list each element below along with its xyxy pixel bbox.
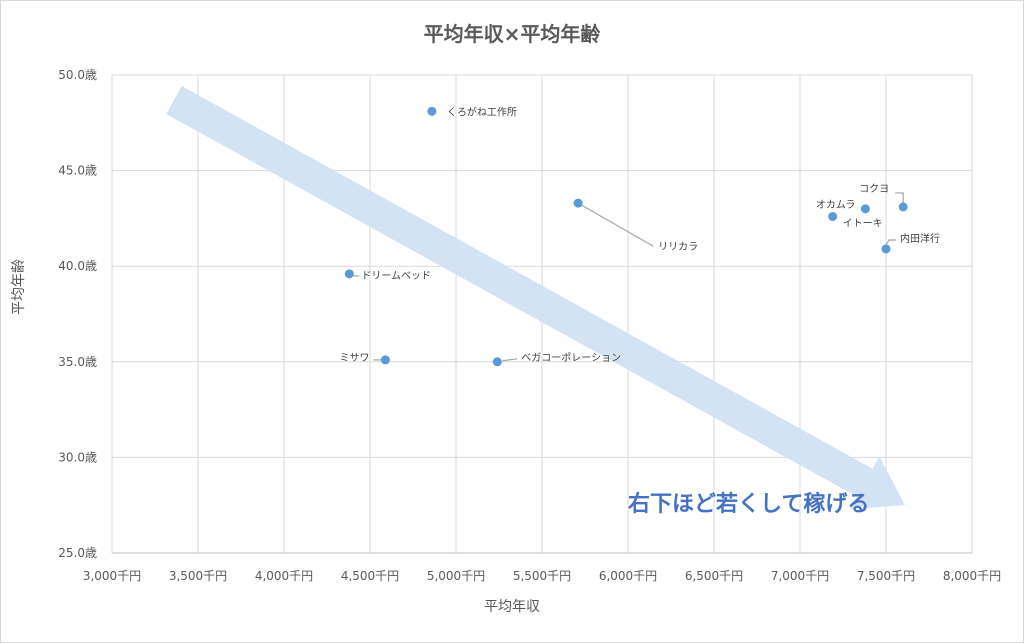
x-axis-label: 平均年収 (484, 599, 540, 615)
x-tick-label: 3,000千円 (83, 569, 141, 583)
data-point (860, 204, 870, 214)
label-leader-line (895, 192, 904, 203)
data-point (573, 198, 583, 208)
data-point-label: ドリームベッド (361, 270, 431, 282)
data-point-label: くろがね工作所 (447, 105, 517, 118)
data-point (828, 211, 838, 221)
label-leader-line (885, 239, 896, 246)
data-point-label: オカムラ (816, 199, 856, 211)
x-tick-label: 5,000千円 (427, 569, 485, 583)
x-tick-label: 5,500千円 (513, 569, 571, 583)
y-tick-label: 40.0歳 (58, 259, 97, 273)
data-point-label: ベガコーポレーション (521, 352, 621, 364)
annotation-arrow (166, 86, 905, 509)
x-tick-label: 4,000千円 (255, 569, 313, 583)
data-point (492, 357, 502, 367)
data-point-label: イトーキ (843, 218, 883, 229)
x-tick-label: 8,000千円 (943, 569, 1001, 583)
chart-title: 平均年収×平均年齢 (423, 22, 601, 46)
x-tick-label: 6,500千円 (685, 569, 743, 583)
y-tick-label: 45.0歳 (58, 164, 97, 178)
data-point (881, 244, 891, 254)
data-point (344, 269, 354, 279)
data-point-label: コクヨ (859, 183, 889, 195)
x-tick-label: 7,500千円 (857, 569, 915, 583)
y-tick-label: 30.0歳 (58, 450, 97, 464)
data-point (427, 106, 437, 116)
x-tick-label: 4,500千円 (341, 569, 399, 583)
x-tick-label: 7,000千円 (771, 569, 829, 583)
annotation-text: 右下ほど若くして稼げる (628, 491, 869, 517)
y-tick-label: 25.0歳 (58, 546, 97, 560)
data-point-label: 内田洋行 (900, 232, 940, 245)
x-tick-label: 6,000千円 (599, 569, 657, 583)
data-point (898, 202, 908, 212)
label-leader-line (502, 358, 518, 362)
x-tick-label: 3,500千円 (169, 569, 227, 583)
y-tick-label: 35.0歳 (58, 355, 97, 369)
data-point-label: リリカラ (658, 241, 698, 253)
label-leader-line (577, 202, 654, 247)
data-point (380, 355, 390, 365)
data-point-label: ミサワ (339, 352, 369, 364)
y-tick-label: 50.0歳 (58, 68, 97, 82)
